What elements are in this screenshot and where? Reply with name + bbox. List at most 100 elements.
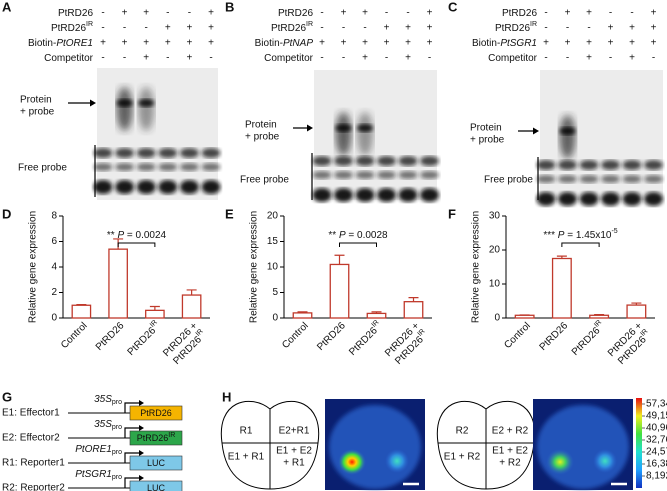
lane-sign: + [362,38,368,49]
promoter: 35Spro [94,419,122,432]
promoter-part: PtORE1 [75,444,112,455]
gel [314,70,437,200]
lane-sign: - [544,53,547,64]
bar [145,309,165,319]
shift-band [138,99,155,107]
lane-sign: + [427,8,433,19]
x-tick-label: PtRD26IR [124,319,162,357]
bracket [339,242,377,247]
lane-sign: - [609,8,612,19]
quadrant-label: R1 [240,426,253,437]
lane-sign: + [186,53,192,64]
band [558,192,577,206]
shift-band [335,112,352,156]
row-label: Biotin-PtNAP [255,38,314,49]
y-tick-label: 6 [51,236,57,247]
y-tick-label: 0 [51,313,57,324]
row-label: PtRD26IR [51,21,93,33]
band [377,156,396,166]
lane-sign: + [362,8,368,19]
error-bar [76,304,87,306]
gene-part: LUC [147,483,166,491]
construct-name: E2: Effector2 [2,433,60,444]
quadrant-label: E1 + R2 [444,452,481,463]
y-axis-label: Relative gene expression [249,211,260,323]
band [579,160,599,170]
lane-sign: + [565,38,571,49]
row-label-part: Biotin- [28,38,56,49]
lane-sign: + [208,38,214,49]
x-tick-label-part: IR [640,328,650,338]
promoter-part: pro [112,474,122,481]
lane-sign: - [188,8,191,19]
promoter-part: pro [112,424,122,431]
gene: PtRD26 [140,408,172,418]
y-axis-label: Relative gene expression [28,211,39,323]
promoter-arrow [124,427,140,438]
panel-letter: A [2,0,12,14]
band [601,160,620,170]
band [312,156,332,166]
band [201,148,221,158]
x-tick-label-part: PtRD26 [570,325,603,358]
lane-sign: + [165,23,171,34]
error-bar [186,289,197,296]
bar [108,248,128,319]
row-label: Competitor [488,53,538,64]
colorbar-label: 24,576 [646,447,667,458]
bracket [117,242,156,247]
gene-part: PtRD26 [137,433,169,443]
construct-name: R1: Reporter1 [2,458,65,469]
colorbar-label: 49,152 [646,411,667,422]
row-label-part: PtORE1 [56,38,93,49]
band [115,163,135,171]
gene-part: IR [168,432,175,439]
gene: LUC [147,483,166,491]
lane-sign: - [406,8,409,19]
promoter-head [139,475,144,481]
quadrant-label: R2 [456,426,469,437]
promoter-part: pro [112,449,122,456]
band [558,160,577,170]
annotation-part: ** [328,230,339,241]
promoter-arrow [124,477,140,488]
lane-sign: - [123,53,126,64]
leaf-image [537,405,629,489]
arrow-head [533,127,539,135]
band [355,188,375,202]
lane-sign: - [385,53,388,64]
annotation: ** P = 0.0028 [328,230,388,241]
lane-sign: - [320,23,323,34]
lane-sign: + [165,38,171,49]
lane-sign: + [405,23,411,34]
y-tick-label: 30 [489,211,501,222]
row-label-part: PtRD26 [278,8,313,19]
lane-sign: + [629,23,635,34]
bar [181,294,202,319]
band [644,192,663,206]
band [334,156,353,166]
hot-spot [338,449,366,475]
lane-sign: - [101,53,104,64]
annotation-part: = 0.0024 [124,230,166,241]
promoter: PtORE1pro [75,444,122,457]
hot-spot [546,449,574,475]
band [420,156,439,166]
quadrant-label: E2+R1 [279,426,310,437]
y-tick-label: 0 [494,313,500,324]
lane-sign: + [651,8,657,19]
y-tick-label: 8 [51,211,57,222]
bar [626,304,647,319]
band [558,175,577,183]
protein-label: Protein [20,95,52,106]
band [377,188,396,202]
lane-sign: - [320,53,323,64]
band [93,180,113,194]
annotation-part: P [558,230,565,241]
y-tick-label: 10 [267,262,279,273]
lane-sign: + [586,8,592,19]
row-label: PtRD26IR [495,21,537,33]
gene-box [129,405,183,421]
band [201,180,221,194]
